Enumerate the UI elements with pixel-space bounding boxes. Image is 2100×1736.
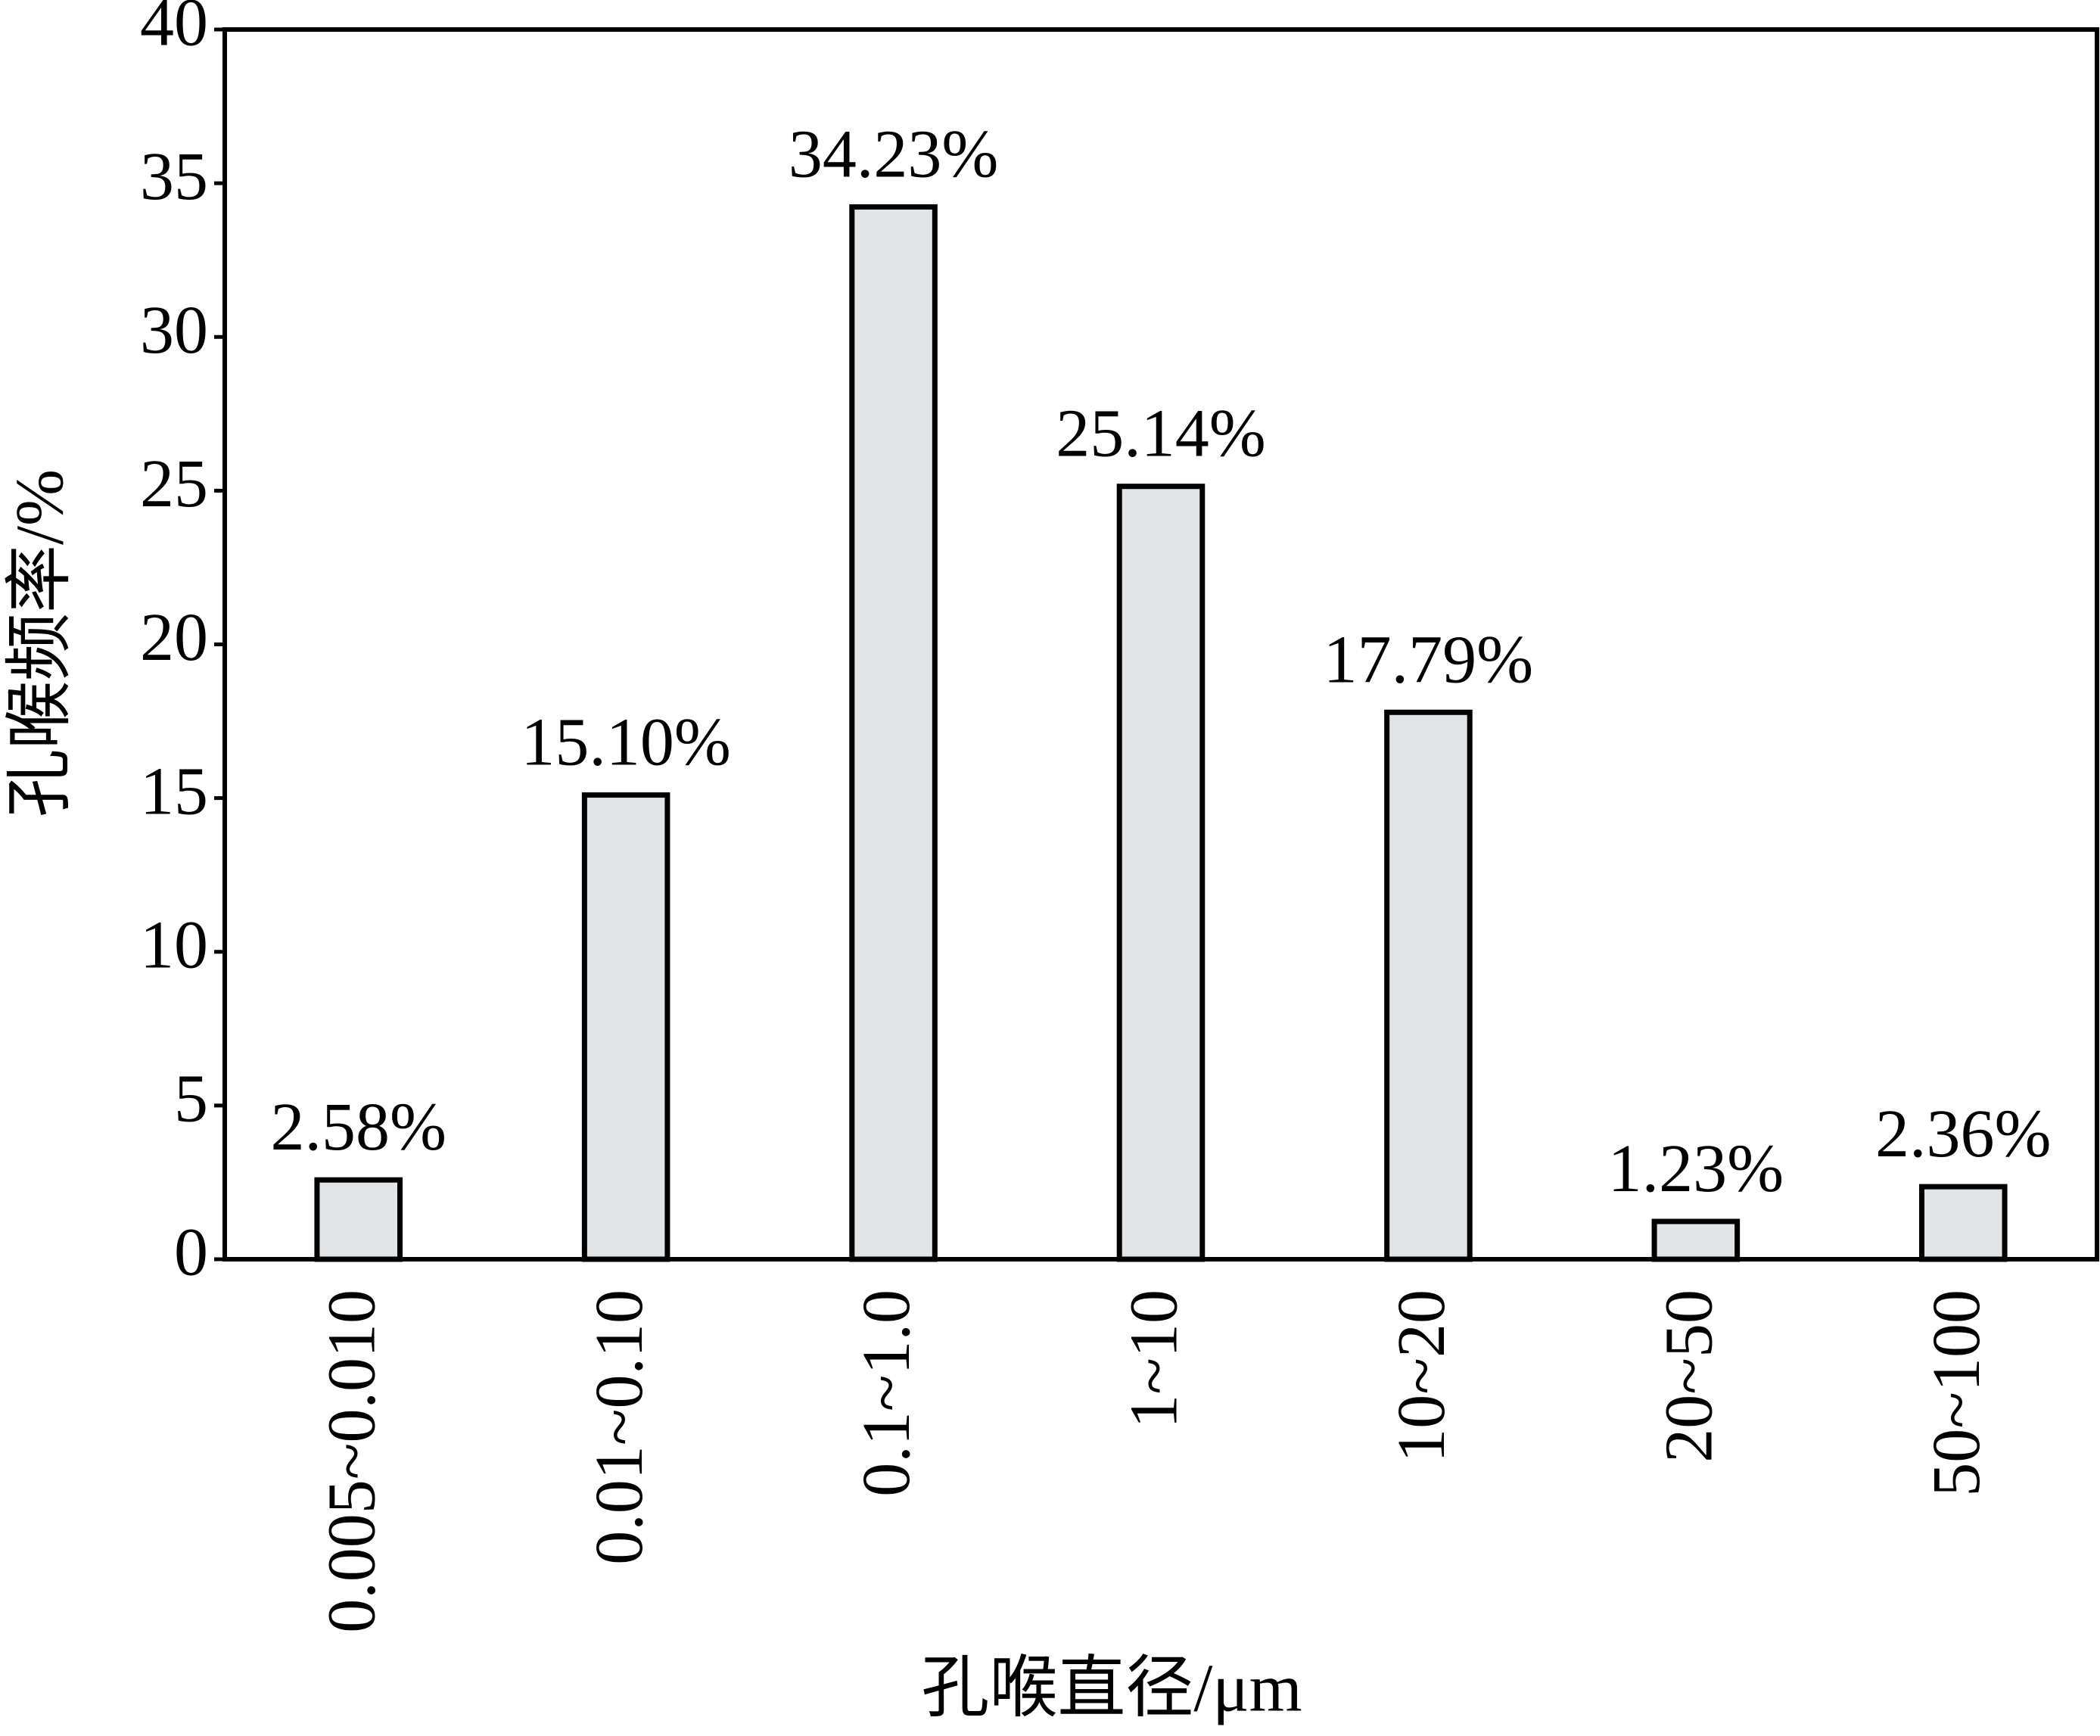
data-label: 25.14% bbox=[1056, 397, 1265, 471]
y-tick-label: 35 bbox=[140, 139, 208, 214]
y-tick-label: 5 bbox=[174, 1062, 208, 1137]
x-tick-label: 50~100 bbox=[1919, 1290, 1994, 1497]
y-tick-label: 20 bbox=[140, 600, 208, 675]
x-tick-label: 10~20 bbox=[1384, 1290, 1459, 1463]
x-axis-title: 孔喉直径/μm bbox=[921, 1651, 1302, 1726]
data-label: 17.79% bbox=[1324, 622, 1533, 697]
y-tick-label: 30 bbox=[140, 293, 208, 368]
bar bbox=[314, 1177, 403, 1262]
x-tick-label: 20~50 bbox=[1652, 1290, 1727, 1463]
bar bbox=[849, 204, 938, 1262]
data-label: 2.36% bbox=[1875, 1097, 2051, 1171]
y-tick-label: 40 bbox=[140, 0, 208, 61]
x-tick-label: 0.1~1.0 bbox=[849, 1290, 924, 1497]
bar bbox=[1384, 709, 1473, 1262]
y-tick-label: 10 bbox=[140, 907, 208, 982]
x-tick-label: 0.01~0.10 bbox=[582, 1290, 657, 1565]
x-tick-label: 0.005~0.010 bbox=[314, 1290, 389, 1633]
data-label: 15.10% bbox=[521, 705, 730, 780]
y-axis-title: 孔喉频率/% bbox=[3, 469, 78, 817]
bar bbox=[1651, 1218, 1741, 1262]
y-tick-label: 15 bbox=[140, 754, 208, 829]
y-tick-label: 0 bbox=[174, 1215, 208, 1290]
x-tick-label: 1~10 bbox=[1117, 1290, 1192, 1429]
bar bbox=[1919, 1184, 2008, 1262]
data-label: 2.58% bbox=[270, 1090, 446, 1165]
data-label: 1.23% bbox=[1608, 1131, 1784, 1206]
bar bbox=[1116, 484, 1206, 1262]
bar bbox=[581, 792, 670, 1262]
data-label: 34.23% bbox=[789, 117, 998, 191]
y-tick-label: 25 bbox=[140, 446, 208, 521]
